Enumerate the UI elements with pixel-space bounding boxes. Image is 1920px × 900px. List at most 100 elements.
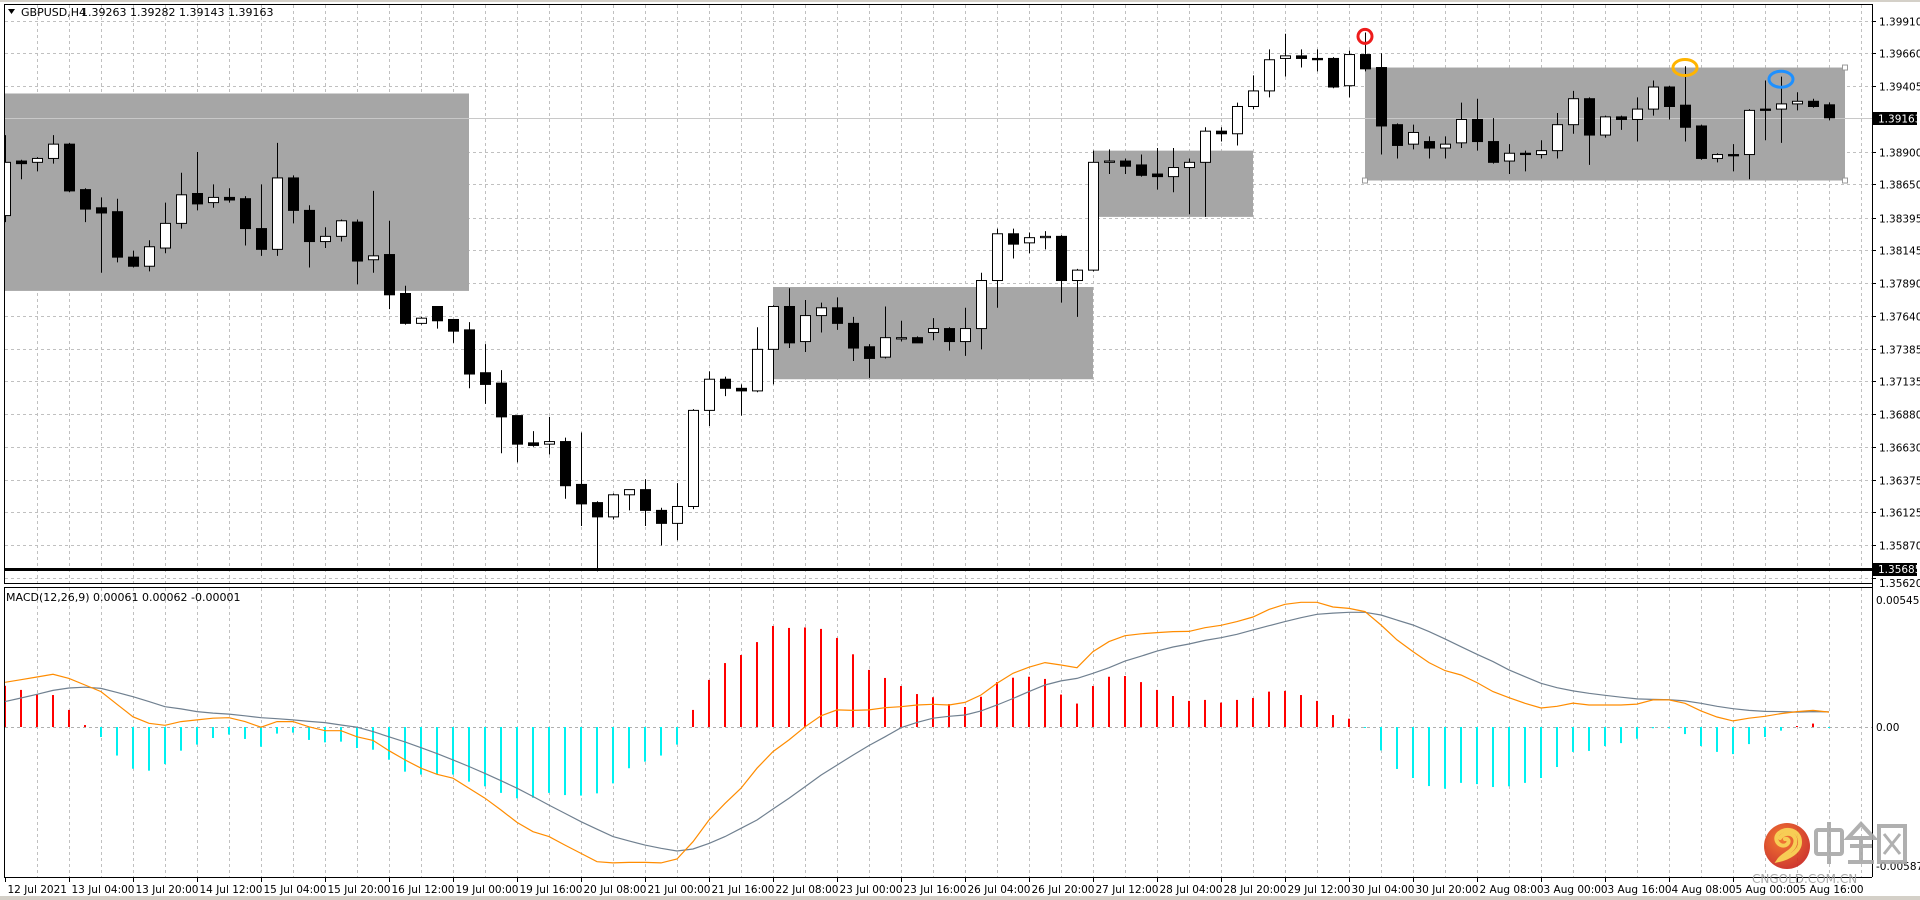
candle — [1248, 75, 1259, 110]
time-tick-label: 30 Jul 20:00 — [1416, 884, 1479, 896]
candle-body-bear — [528, 442, 539, 446]
candle — [1232, 102, 1243, 146]
macd-histogram-bar — [1252, 697, 1254, 727]
macd-histogram-bar — [916, 694, 918, 727]
candle-body-bull — [1792, 100, 1803, 105]
macd-histogram-bar — [420, 727, 422, 775]
candle — [48, 135, 59, 164]
rectangle-handle[interactable] — [1842, 177, 1848, 184]
markers — [1356, 27, 1795, 89]
candle — [1360, 32, 1371, 72]
candle — [16, 159, 27, 180]
marker-ellipse[interactable] — [1671, 58, 1699, 78]
candle — [1792, 92, 1803, 111]
candle — [1808, 98, 1819, 108]
candle — [448, 318, 459, 343]
macd-histogram-bar — [324, 727, 326, 743]
macd-histogram-bar — [980, 696, 982, 727]
macd-histogram-bar — [1124, 676, 1126, 727]
macd-indicator — [5, 601, 1830, 864]
candle — [864, 344, 875, 378]
macd-histogram-bar — [1588, 727, 1590, 751]
candle-body-bull — [48, 143, 59, 159]
price-tick-label: 1.35870 — [1879, 541, 1920, 553]
macd-histogram-bar — [1636, 727, 1638, 739]
candle-body-bear — [784, 305, 795, 344]
time-tick-label: 15 Jul 20:00 — [328, 884, 391, 896]
candle — [336, 219, 347, 242]
candle-body-bear — [1136, 164, 1147, 176]
candle — [1472, 98, 1483, 151]
dropdown-triangle-icon[interactable] — [8, 9, 15, 14]
candle — [400, 285, 411, 325]
candle-body-bear — [240, 198, 251, 230]
rectangle-handle[interactable] — [1362, 177, 1368, 184]
macd-histogram-bar — [1652, 727, 1654, 729]
candle — [1568, 90, 1579, 134]
candle-body-bull — [1744, 109, 1755, 156]
time-tick-label: 13 Jul 20:00 — [136, 884, 199, 896]
candle-body-bull — [896, 337, 907, 340]
candle-body-bull — [880, 337, 891, 358]
candle-body-bull — [1088, 161, 1099, 271]
macd-histogram-bar — [436, 727, 438, 775]
macd-histogram-bar — [852, 654, 854, 727]
macd-histogram-bar — [836, 637, 838, 727]
window-top-edge — [0, 0, 1920, 2]
candle-body-bear — [1824, 104, 1835, 119]
macd-histogram-bar — [1508, 727, 1510, 787]
candle-body-bear — [656, 509, 667, 524]
candle-body-bull — [1264, 59, 1275, 92]
macd-histogram-bar — [1140, 682, 1142, 727]
horizontal-line[interactable] — [5, 568, 1872, 571]
candle — [896, 320, 907, 342]
candle — [1120, 158, 1131, 175]
macd-histogram-bar — [644, 727, 646, 762]
macd-histogram-bar — [20, 689, 22, 727]
candle — [1376, 53, 1387, 155]
candle-body-bear — [1376, 67, 1387, 127]
macd-histogram-bar — [1716, 727, 1718, 752]
candle — [880, 306, 891, 359]
price-tick-label: 1.37890 — [1879, 279, 1920, 291]
price-tick-label: 1.38650 — [1879, 180, 1920, 192]
candle — [688, 409, 699, 510]
candle — [112, 198, 123, 263]
marker-circle[interactable] — [1356, 27, 1374, 45]
candle-body-bear — [256, 228, 267, 250]
candle — [464, 322, 475, 389]
macd-histogram-bar — [1156, 689, 1158, 727]
horizontal-line-badge — [1873, 563, 1917, 576]
macd-histogram-bar — [1476, 727, 1478, 785]
macd-histogram-bar — [1540, 727, 1542, 778]
macd-histogram-bar — [1092, 686, 1094, 727]
rectangle-handle[interactable] — [1842, 64, 1848, 71]
candle-body-bull — [1712, 154, 1723, 159]
candle-body-bull — [160, 222, 171, 249]
price-tick-label: 1.36630 — [1879, 443, 1920, 455]
candle — [608, 493, 619, 520]
marker-ellipse[interactable] — [1767, 69, 1795, 89]
macd-histogram-bar — [676, 727, 678, 745]
panel-separator[interactable] — [4, 584, 1872, 587]
candle — [272, 142, 283, 256]
range-rectangle[interactable] — [5, 93, 469, 291]
candle-body-bear — [16, 160, 27, 165]
macd-histogram-bar — [788, 627, 790, 727]
candle — [1488, 118, 1499, 164]
time-tick-label: 20 Jul 08:00 — [584, 884, 647, 896]
candle-body-bear — [1360, 54, 1371, 70]
price-tick-label: 1.38145 — [1879, 246, 1920, 258]
candle-body-bear — [352, 221, 363, 262]
candle — [672, 483, 683, 541]
candle-body-bull — [688, 409, 699, 507]
macd-histogram-bar — [1172, 696, 1174, 727]
candle — [1312, 49, 1323, 72]
candle-body-bull — [608, 494, 619, 518]
time-tick-label: 15 Jul 04:00 — [264, 884, 327, 896]
candle — [480, 344, 491, 404]
candle-body-bull — [1440, 143, 1451, 149]
macd-histogram-bar — [1700, 727, 1702, 747]
candle — [1664, 85, 1675, 120]
